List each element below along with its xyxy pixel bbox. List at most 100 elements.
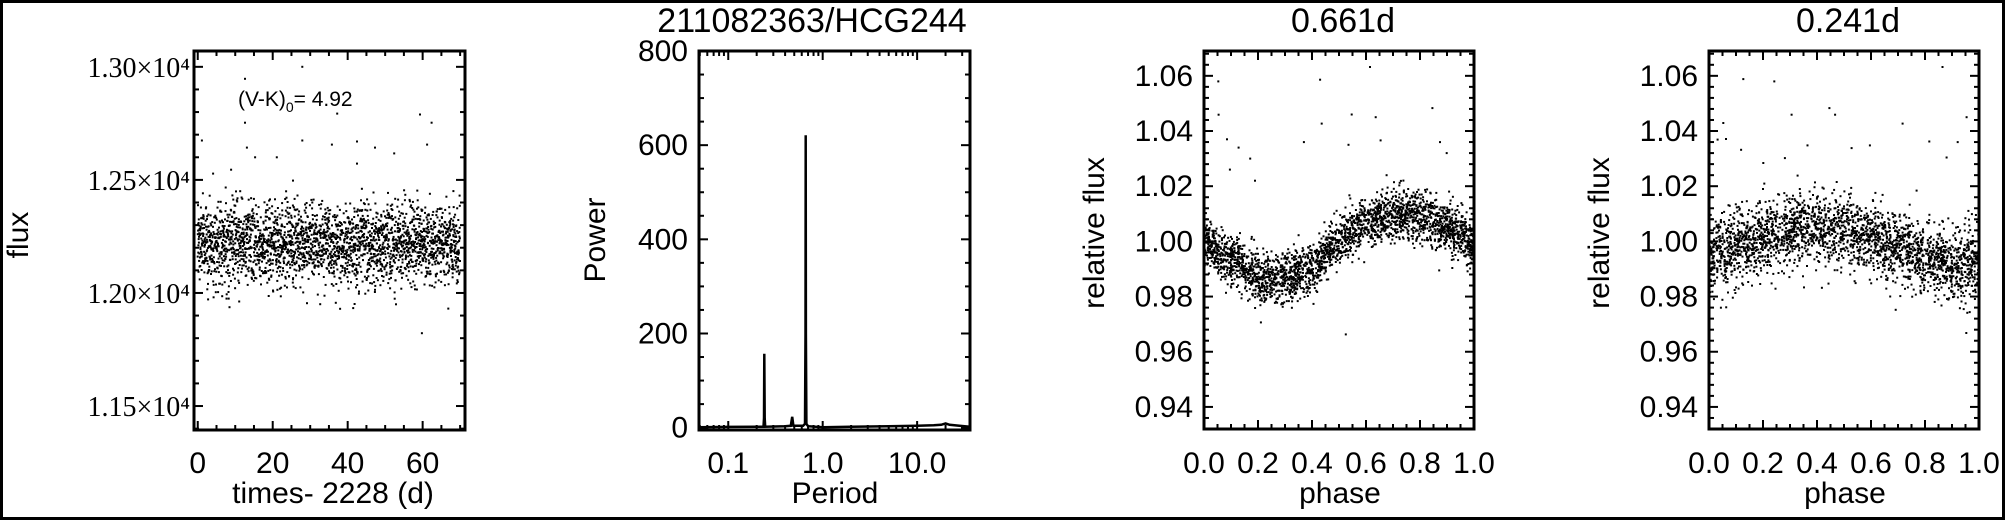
data-point	[366, 277, 368, 279]
data-point	[323, 258, 326, 261]
data-point	[1405, 203, 1408, 206]
data-point	[1398, 236, 1401, 239]
data-point	[228, 224, 231, 227]
data-point	[1267, 273, 1270, 275]
data-point	[262, 255, 265, 258]
data-point	[308, 257, 311, 260]
data-point	[1455, 224, 1458, 227]
data-point	[361, 220, 363, 223]
data-point	[1352, 227, 1355, 230]
data-point	[1275, 282, 1277, 285]
data-point	[1439, 232, 1442, 235]
data-point	[456, 281, 459, 283]
data-point	[1303, 288, 1306, 291]
data-point	[1412, 232, 1415, 234]
data-point	[395, 268, 398, 270]
data-point	[439, 240, 442, 243]
data-point	[449, 223, 452, 226]
data-point	[1331, 263, 1334, 266]
data-point	[419, 254, 422, 257]
data-point	[1386, 210, 1389, 213]
data-point	[355, 267, 358, 270]
data-point	[215, 248, 218, 251]
data-point	[349, 249, 352, 252]
data-point	[1257, 252, 1259, 255]
data-point	[353, 207, 356, 210]
data-point	[1240, 264, 1243, 267]
data-point	[389, 252, 392, 255]
data-point	[1262, 273, 1265, 276]
data-point	[220, 210, 223, 213]
data-point	[447, 283, 450, 286]
data-point	[1401, 221, 1404, 224]
data-point	[407, 266, 410, 269]
data-point	[1443, 228, 1446, 231]
data-point	[1236, 236, 1238, 239]
data-point	[456, 251, 459, 254]
data-point	[356, 271, 359, 274]
data-point	[1419, 230, 1422, 233]
data-point	[285, 263, 288, 266]
data-point	[1346, 228, 1349, 230]
data-point	[1406, 206, 1409, 208]
data-point	[353, 272, 356, 275]
data-point	[370, 235, 373, 238]
data-point	[1394, 207, 1397, 210]
data-point	[207, 213, 210, 216]
data-point	[1305, 283, 1308, 286]
data-point	[400, 254, 403, 257]
data-point	[1431, 225, 1434, 228]
data-point	[352, 246, 355, 249]
data-point	[223, 255, 225, 258]
data-point	[325, 235, 328, 238]
data-point	[229, 236, 232, 239]
data-point	[293, 197, 296, 200]
data-point	[1226, 247, 1229, 250]
data-point	[1422, 216, 1425, 219]
data-point	[281, 236, 284, 239]
data-point	[1443, 242, 1445, 245]
data-point	[245, 218, 247, 221]
data-point	[414, 228, 417, 230]
data-point	[1219, 261, 1222, 264]
data-point	[269, 241, 272, 244]
data-point	[269, 231, 272, 234]
data-point	[220, 275, 223, 278]
data-point	[396, 223, 399, 226]
data-point	[340, 247, 343, 250]
data-point	[376, 242, 378, 245]
data-point	[225, 237, 228, 240]
data-point	[253, 220, 256, 223]
data-point	[377, 260, 380, 263]
periodogram-series	[698, 135, 971, 429]
data-point	[226, 248, 229, 251]
data-point	[1304, 280, 1307, 283]
data-point	[1349, 212, 1351, 215]
data-point	[288, 275, 291, 277]
data-point	[443, 248, 446, 251]
data-point	[250, 267, 253, 270]
data-point	[1336, 247, 1339, 250]
data-point	[1211, 250, 1214, 253]
data-point	[1448, 220, 1451, 223]
data-point	[307, 238, 310, 241]
data-point	[315, 218, 318, 221]
data-point	[369, 208, 372, 211]
data-point	[397, 259, 400, 262]
data-point	[1351, 239, 1354, 242]
data-point	[1356, 234, 1359, 237]
data-point	[214, 268, 216, 271]
data-point	[432, 242, 435, 245]
data-point	[263, 201, 266, 204]
data-point	[225, 247, 228, 250]
data-point	[1420, 213, 1423, 216]
data-point	[390, 276, 392, 279]
data-point	[438, 229, 441, 232]
data-point	[357, 214, 359, 217]
data-point	[397, 226, 400, 229]
data-point	[241, 264, 244, 267]
data-point	[359, 209, 362, 212]
data-point	[1290, 275, 1293, 278]
data-point	[1370, 227, 1373, 230]
data-point	[372, 274, 375, 277]
